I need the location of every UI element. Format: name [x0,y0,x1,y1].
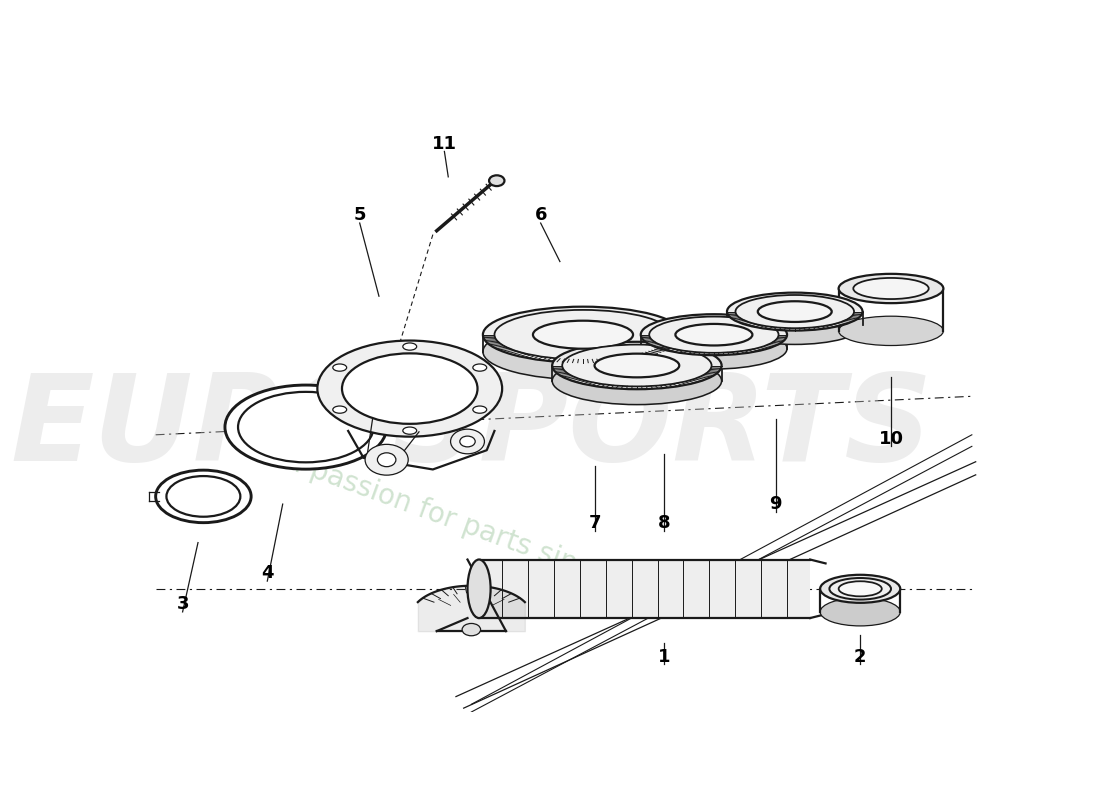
Ellipse shape [468,559,491,618]
Text: 10: 10 [879,430,903,448]
Ellipse shape [490,175,505,186]
Ellipse shape [595,354,680,378]
Ellipse shape [318,341,502,437]
Ellipse shape [156,470,251,522]
Ellipse shape [758,302,832,322]
Text: 2: 2 [854,647,867,666]
Text: EUROSPORTS: EUROSPORTS [10,369,933,486]
Ellipse shape [838,582,882,596]
Text: 8: 8 [658,514,670,532]
Text: 1: 1 [658,647,670,666]
Ellipse shape [640,328,788,369]
Ellipse shape [495,310,671,359]
Text: 6: 6 [535,206,547,224]
Ellipse shape [333,364,346,371]
Text: 9: 9 [769,495,782,513]
Ellipse shape [838,316,944,346]
Ellipse shape [640,314,788,355]
Ellipse shape [821,598,900,626]
Ellipse shape [821,574,900,603]
Text: 5: 5 [353,206,366,224]
FancyBboxPatch shape [480,559,810,618]
Ellipse shape [736,295,854,328]
Ellipse shape [224,385,387,469]
Text: 4: 4 [261,565,274,582]
Ellipse shape [552,357,722,405]
Ellipse shape [675,324,752,346]
Ellipse shape [838,274,944,303]
Ellipse shape [166,476,240,517]
Ellipse shape [473,406,486,414]
Ellipse shape [342,354,477,424]
Ellipse shape [829,578,891,599]
Ellipse shape [238,392,374,462]
Ellipse shape [365,444,408,475]
Ellipse shape [727,306,862,345]
Ellipse shape [403,343,417,350]
Ellipse shape [451,429,484,454]
Ellipse shape [377,453,396,466]
Ellipse shape [462,623,481,636]
Ellipse shape [403,427,417,434]
Ellipse shape [534,321,634,349]
Text: 7: 7 [588,514,601,532]
Ellipse shape [562,345,712,386]
Ellipse shape [649,317,779,353]
Ellipse shape [483,306,683,362]
Ellipse shape [727,293,862,330]
Text: 11: 11 [432,134,456,153]
Text: 3: 3 [176,595,189,613]
Text: a passion for parts since 1...: a passion for parts since 1... [282,446,661,608]
Ellipse shape [460,436,475,447]
Ellipse shape [552,342,722,390]
Ellipse shape [483,324,683,380]
Ellipse shape [333,406,346,414]
Ellipse shape [473,364,486,371]
Ellipse shape [854,278,928,299]
